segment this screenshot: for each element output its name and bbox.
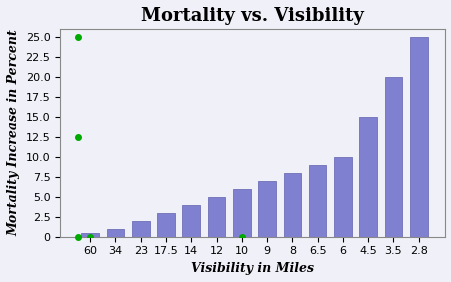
Bar (409, 37, 427, 237)
Bar (81, 233, 99, 237)
X-axis label: Visibility in Miles: Visibility in Miles (191, 262, 313, 275)
Y-axis label: Mortality Increase in Percent: Mortality Increase in Percent (7, 30, 20, 236)
Bar (308, 165, 326, 237)
Bar (182, 205, 200, 237)
Bar (359, 117, 376, 237)
Bar (207, 197, 225, 237)
Bar (384, 77, 401, 237)
Bar (157, 213, 175, 237)
Title: Mortality vs. Visibility: Mortality vs. Visibility (141, 7, 363, 25)
Bar (106, 229, 124, 237)
Bar (132, 221, 149, 237)
Bar (283, 173, 300, 237)
Bar (258, 181, 276, 237)
Bar (232, 189, 250, 237)
Bar (333, 157, 351, 237)
